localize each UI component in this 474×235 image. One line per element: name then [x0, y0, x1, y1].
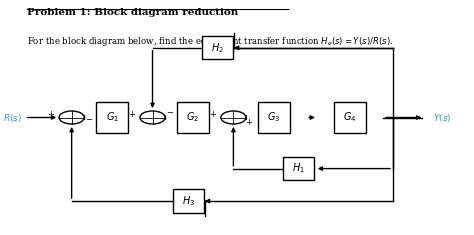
FancyBboxPatch shape: [177, 102, 209, 133]
FancyBboxPatch shape: [96, 102, 128, 133]
FancyBboxPatch shape: [173, 189, 204, 213]
Text: $H_2$: $H_2$: [211, 41, 224, 55]
Circle shape: [221, 111, 246, 124]
Text: +: +: [210, 110, 216, 118]
Circle shape: [59, 111, 84, 124]
Circle shape: [140, 111, 165, 124]
Text: For the block diagram below, find the equivalent transfer function $H_e(s) = Y(s: For the block diagram below, find the eq…: [27, 35, 393, 48]
FancyBboxPatch shape: [202, 36, 233, 59]
Text: $H_1$: $H_1$: [292, 162, 305, 176]
Text: −: −: [85, 115, 92, 124]
Text: $G_3$: $G_3$: [267, 111, 281, 124]
Text: $H_3$: $H_3$: [182, 194, 195, 208]
Text: $R(s)$: $R(s)$: [3, 111, 22, 124]
Text: $G_1$: $G_1$: [106, 111, 118, 124]
Text: +: +: [128, 110, 135, 118]
Text: −: −: [166, 108, 173, 117]
Text: +: +: [245, 118, 252, 127]
Text: $Y(s)$: $Y(s)$: [433, 111, 452, 124]
Text: $G_2$: $G_2$: [186, 111, 200, 124]
Text: Problem 1: Block diagram reduction: Problem 1: Block diagram reduction: [27, 8, 238, 17]
FancyBboxPatch shape: [258, 102, 290, 133]
Text: +: +: [47, 110, 55, 118]
FancyBboxPatch shape: [283, 157, 314, 180]
FancyBboxPatch shape: [334, 102, 366, 133]
Text: $G_4$: $G_4$: [344, 111, 357, 124]
